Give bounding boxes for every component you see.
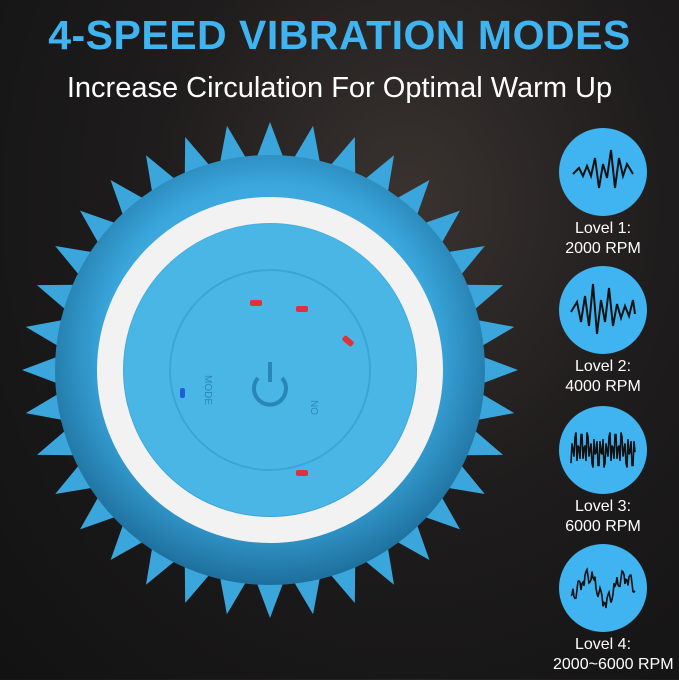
indicator-led-3 [342,335,354,347]
indicator-blue [180,388,185,398]
modulated-wave-icon [559,544,647,632]
spike [388,180,430,224]
spike [110,516,152,560]
spike [253,122,287,166]
spike [22,353,66,387]
level-3: Lovel 3: 6000 RPM [553,406,653,535]
spike [110,180,152,224]
spike [416,488,460,530]
level-4: Lovel 4: 2000~6000 RPM [553,544,674,673]
level-1: Lovel 1: 2000 RPM [553,128,653,257]
page-title: 4-SPEED VIBRATION MODES [48,12,631,58]
indicator-led-1 [250,300,262,306]
massage-ball-image: MODE ON [22,122,518,618]
spike [388,516,430,560]
spike [253,574,287,618]
spiky-wave-icon [559,266,647,354]
spike [416,210,460,252]
on-label: ON [310,400,321,415]
page-subtitle: Increase Circulation For Optimal Warm Up [66,72,613,104]
sine-wave-icon [559,128,647,216]
spike [474,353,518,387]
spike [80,210,124,252]
spike [80,488,124,530]
level-2: Lovel 2: 4000 RPM [553,266,653,395]
indicator-led-2 [296,306,308,312]
white-ring [97,197,443,543]
power-icon [252,362,288,407]
indicator-led-4 [296,470,308,476]
dense-wave-icon [559,406,647,494]
mode-label: MODE [202,375,213,405]
